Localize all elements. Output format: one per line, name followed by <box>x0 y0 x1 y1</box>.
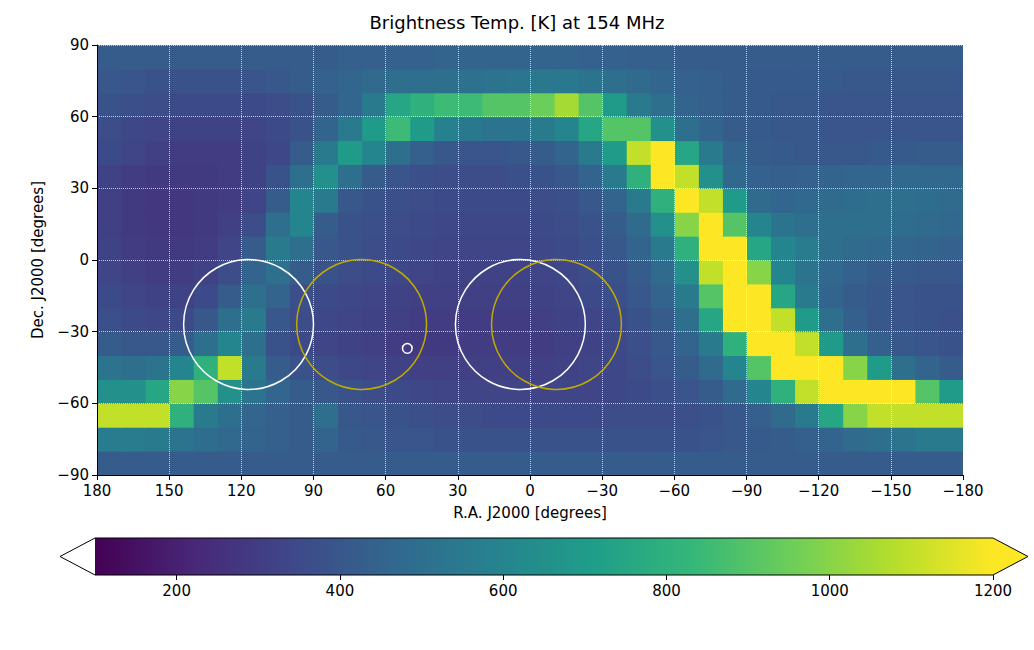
svg-text:60: 60 <box>70 108 89 126</box>
svg-text:−90: −90 <box>731 482 763 500</box>
svg-text:30: 30 <box>448 482 467 500</box>
svg-text:Dec. J2000 [degrees]: Dec. J2000 [degrees] <box>29 181 47 339</box>
svg-text:−90: −90 <box>57 466 89 484</box>
svg-text:1000: 1000 <box>811 582 849 600</box>
svg-text:180: 180 <box>83 482 112 500</box>
svg-text:200: 200 <box>162 582 191 600</box>
svg-text:−180: −180 <box>942 482 983 500</box>
svg-text:150: 150 <box>155 482 184 500</box>
svg-text:−120: −120 <box>798 482 839 500</box>
svg-text:600: 600 <box>489 582 518 600</box>
svg-text:−30: −30 <box>586 482 618 500</box>
svg-text:30: 30 <box>70 179 89 197</box>
svg-text:400: 400 <box>326 582 355 600</box>
svg-text:R.A. J2000 [degrees]: R.A. J2000 [degrees] <box>453 504 607 522</box>
svg-text:−60: −60 <box>57 394 89 412</box>
svg-text:−150: −150 <box>870 482 911 500</box>
svg-text:−60: −60 <box>659 482 691 500</box>
svg-text:60: 60 <box>376 482 395 500</box>
svg-text:Brightness Temp. [K] at 154 MH: Brightness Temp. [K] at 154 MHz <box>370 12 665 33</box>
svg-text:−30: −30 <box>57 323 89 341</box>
svg-text:120: 120 <box>227 482 256 500</box>
svg-text:90: 90 <box>304 482 323 500</box>
svg-text:0: 0 <box>525 482 535 500</box>
svg-text:800: 800 <box>652 582 681 600</box>
svg-text:1200: 1200 <box>974 582 1012 600</box>
svg-text:0: 0 <box>79 251 89 269</box>
svg-text:90: 90 <box>70 36 89 54</box>
